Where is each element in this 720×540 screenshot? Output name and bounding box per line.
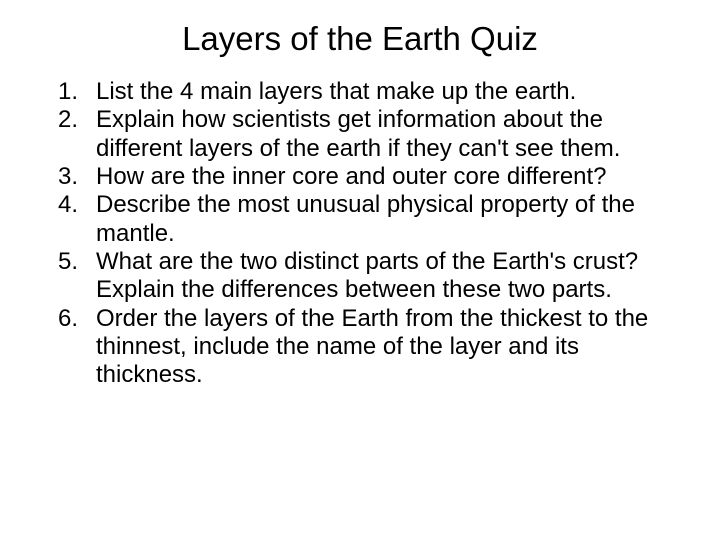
list-number: 6. [40, 305, 96, 390]
list-number: 1. [40, 78, 96, 106]
list-text: List the 4 main layers that make up the … [96, 78, 680, 106]
list-text: What are the two distinct parts of the E… [96, 248, 680, 305]
list-text: How are the inner core and outer core di… [96, 163, 680, 191]
list-item: 2. Explain how scientists get informatio… [40, 106, 680, 163]
list-item: 6. Order the layers of the Earth from th… [40, 305, 680, 390]
list-number: 3. [40, 163, 96, 191]
list-number: 5. [40, 248, 96, 305]
list-number: 2. [40, 106, 96, 163]
page-title: Layers of the Earth Quiz [40, 20, 680, 58]
list-text: Describe the most unusual physical prope… [96, 191, 680, 248]
list-item: 4. Describe the most unusual physical pr… [40, 191, 680, 248]
list-number: 4. [40, 191, 96, 248]
list-text: Explain how scientists get information a… [96, 106, 680, 163]
list-item: 1. List the 4 main layers that make up t… [40, 78, 680, 106]
list-item: 3. How are the inner core and outer core… [40, 163, 680, 191]
question-list: 1. List the 4 main layers that make up t… [40, 78, 680, 389]
list-text: Order the layers of the Earth from the t… [96, 305, 680, 390]
list-item: 5. What are the two distinct parts of th… [40, 248, 680, 305]
